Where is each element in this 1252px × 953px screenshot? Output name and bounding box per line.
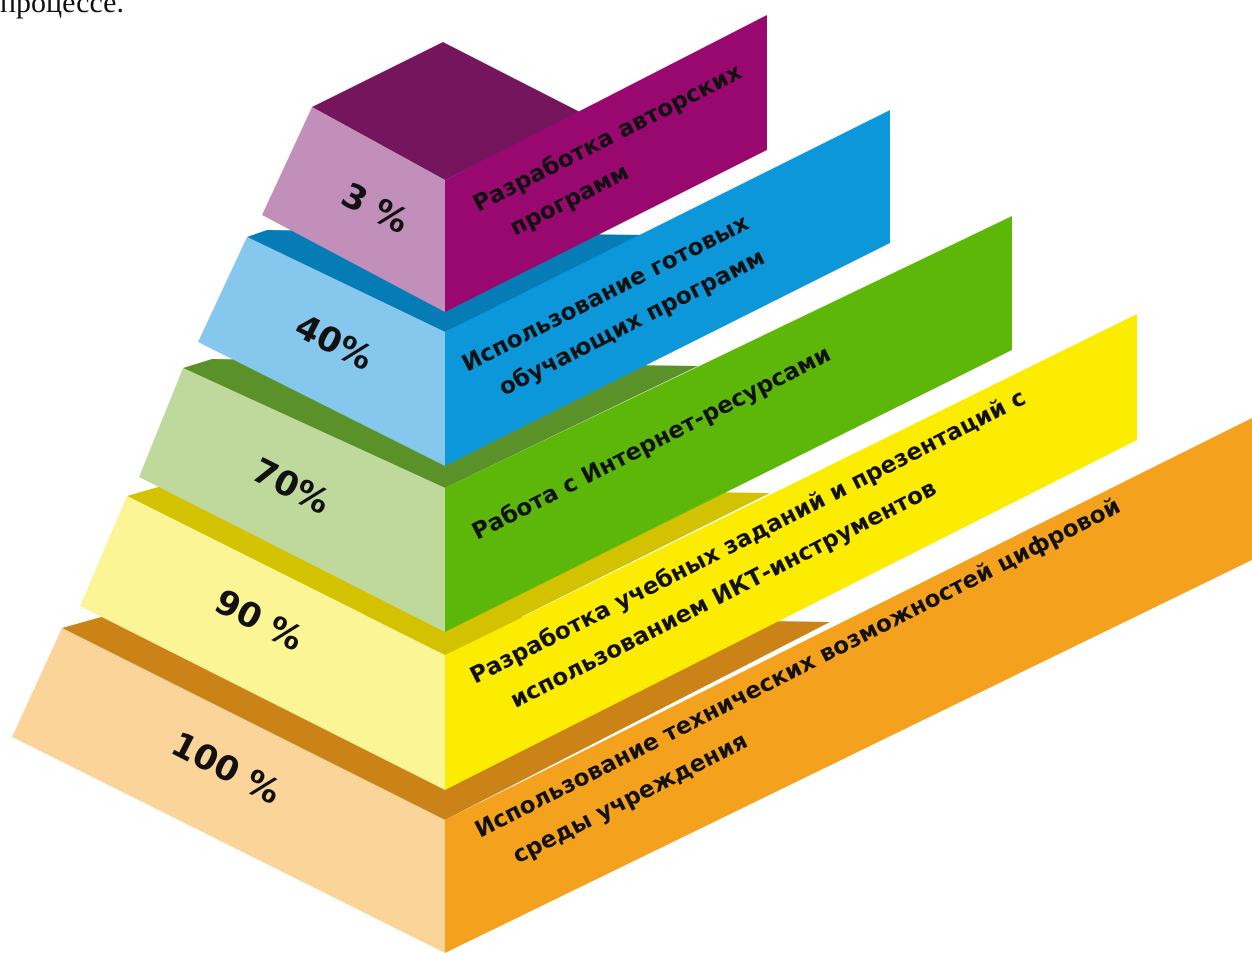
tier-100-label-band [445,418,1252,953]
top-caption: процессе. [0,0,124,19]
tier-90-label-band [445,314,1137,790]
tier-40-front-face [198,237,445,466]
tier-40-label-band [445,110,890,466]
tier-3-front-face [262,107,445,312]
tier-3-label-band [445,15,767,312]
tier-3-percent: 3 % Разработка авторских программ [262,15,767,312]
tier-70-label-band [445,216,1012,632]
tier-90-front-face [80,496,445,790]
tier-100-front-face [12,628,445,953]
tier-70-front-face [139,368,445,632]
